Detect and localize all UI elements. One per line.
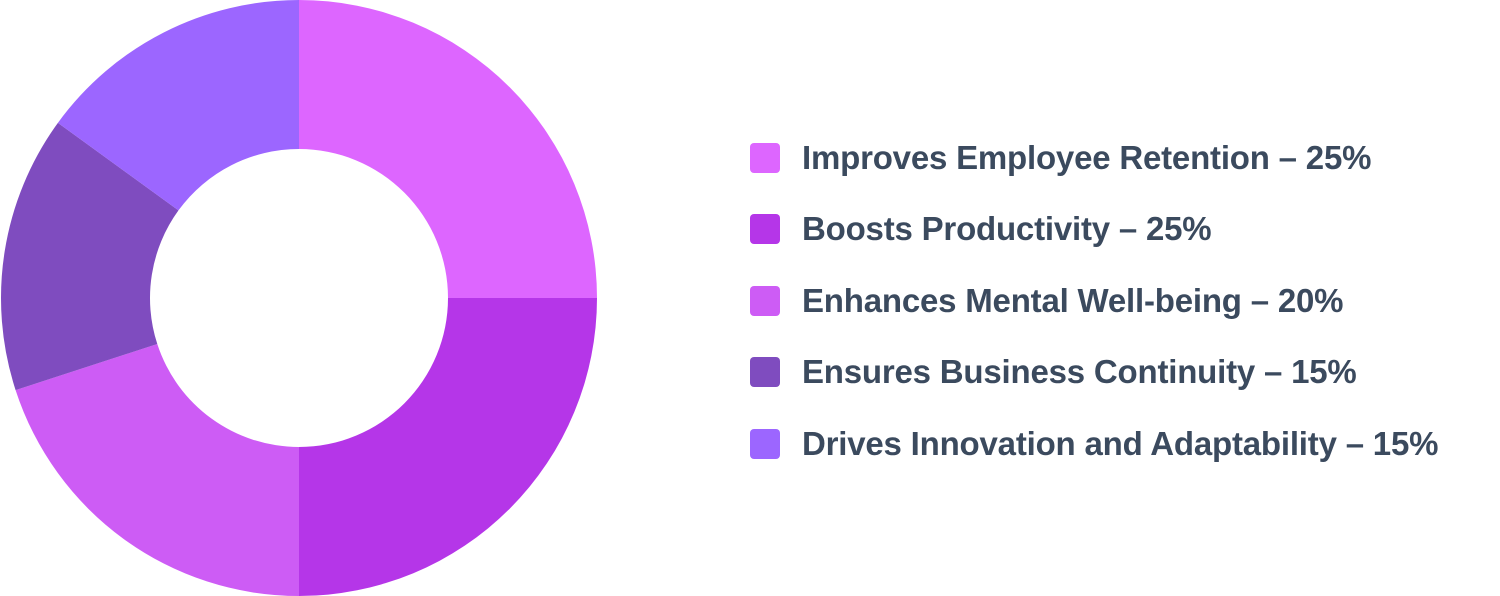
- legend-label: Enhances Mental Well-being – 20%: [802, 281, 1344, 319]
- donut-slice: [57, 0, 300, 211]
- legend-item: Drives Innovation and Adaptability – 15%: [750, 408, 1438, 480]
- legend-label: Improves Employee Retention – 25%: [802, 138, 1372, 176]
- donut-slice: [1, 122, 179, 391]
- legend-swatch: [750, 357, 780, 388]
- legend-label: Boosts Productivity – 25%: [802, 210, 1212, 248]
- legend-swatch: [750, 142, 780, 173]
- donut-slice: [299, 298, 597, 596]
- donut-slice: [299, 0, 597, 298]
- legend-swatch: [750, 214, 780, 245]
- donut-chart: [1, 0, 597, 596]
- donut-slice: [15, 344, 300, 596]
- legend-label: Drives Innovation and Adaptability – 15%: [802, 424, 1439, 462]
- legend-swatch: [750, 428, 780, 459]
- legend-label: Ensures Business Continuity – 15%: [802, 353, 1357, 391]
- legend-item: Improves Employee Retention – 25%: [750, 122, 1438, 194]
- legend-item: Boosts Productivity – 25%: [750, 194, 1438, 266]
- legend-item: Ensures Business Continuity – 15%: [750, 337, 1438, 409]
- chart-legend: Improves Employee Retention – 25% Boosts…: [750, 122, 1438, 480]
- legend-swatch: [750, 285, 780, 316]
- legend-item: Enhances Mental Well-being – 20%: [750, 265, 1438, 337]
